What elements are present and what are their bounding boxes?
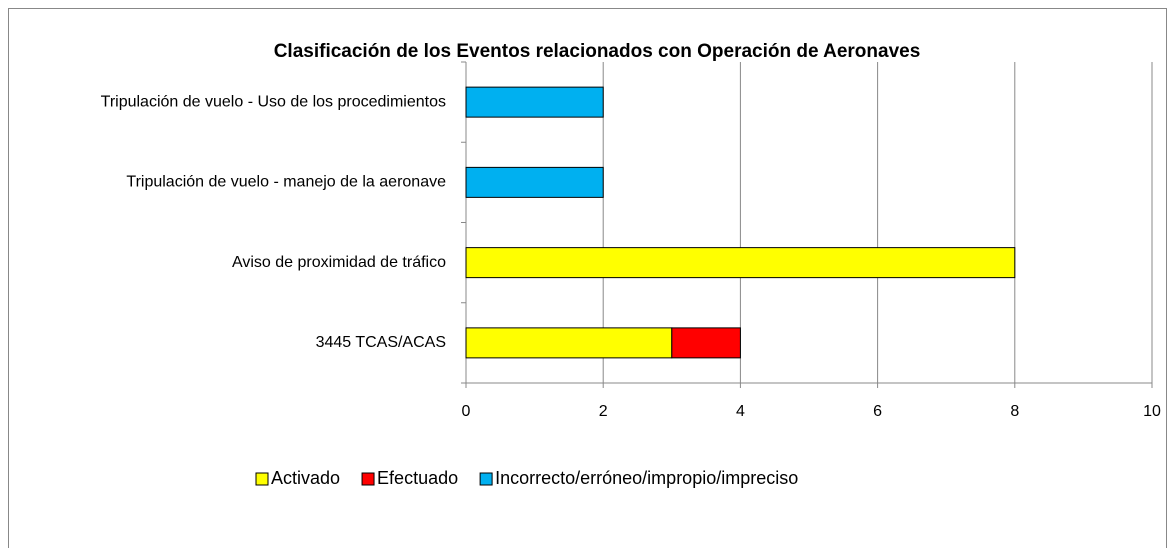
x-tick-label: 6 bbox=[873, 403, 882, 420]
x-tick-label: 8 bbox=[1010, 403, 1019, 420]
bar bbox=[465, 327, 673, 359]
x-tick-label: 4 bbox=[736, 403, 745, 420]
x-tick-label: 0 bbox=[462, 403, 471, 420]
bar bbox=[465, 166, 604, 198]
legend-label: Incorrecto/erróneo/impropio/impreciso bbox=[495, 468, 798, 488]
legend-swatch bbox=[255, 472, 269, 486]
bar bbox=[671, 327, 741, 359]
y-tick-label: Tripulación de vuelo - manejo de la aero… bbox=[126, 174, 446, 191]
bar bbox=[465, 86, 604, 118]
legend-label: Activado bbox=[271, 468, 340, 488]
legend-swatch bbox=[479, 472, 493, 486]
legend-swatch bbox=[361, 472, 375, 486]
y-tick-label: 3445 TCAS/ACAS bbox=[316, 334, 446, 351]
chart-title: Clasificación de los Eventos relacionado… bbox=[274, 41, 921, 62]
y-tick-label: Aviso de proximidad de tráfico bbox=[232, 254, 446, 271]
y-tick-label: Tripulación de vuelo - Uso de los proced… bbox=[101, 93, 446, 110]
legend-label: Efectuado bbox=[377, 468, 458, 488]
x-tick-label: 2 bbox=[599, 403, 608, 420]
x-tick-label: 10 bbox=[1143, 403, 1161, 420]
bar bbox=[465, 247, 1016, 279]
